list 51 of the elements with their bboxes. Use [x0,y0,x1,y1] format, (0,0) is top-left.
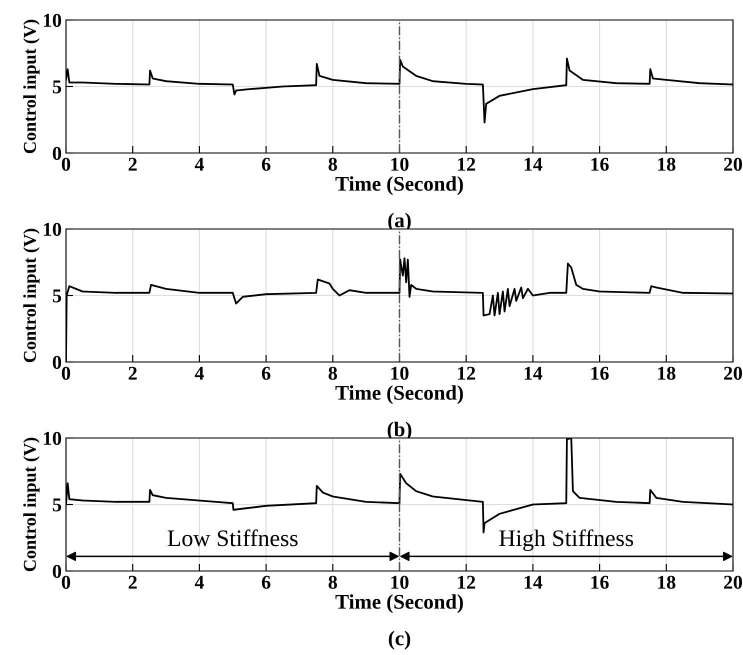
y-tick-label: 10 [44,14,62,27]
x-tick-label: 10 [391,366,408,380]
x-tick-label: 12 [458,576,476,589]
x-tick-label: 4 [194,158,204,171]
x-tick-label: 0 [62,366,70,380]
annotation: High Stiffness [499,529,634,552]
annotation: Low Stiffness [168,529,298,546]
x-tick-label: 16 [591,366,609,380]
x-tick-label: 6 [262,576,270,589]
x-tick-label: 0 [62,158,70,171]
y-tick-label: 0 [52,356,62,369]
text: (c) [388,630,410,650]
y-tick-label: 5 [52,80,62,94]
x-tick-label: 14 [524,576,542,589]
x-tick-label: 18 [658,576,676,589]
y-axis-title: Control input (V) [23,438,40,572]
x-tick-label: 8 [328,158,338,171]
x-tick-label: 20 [724,158,742,171]
x-tick-label: 14 [524,366,542,380]
y-tick-label: 10 [44,222,62,236]
x-tick-label: 2 [128,158,137,171]
x-tick-label: 8 [328,576,338,589]
x-tick-label: 20 [724,366,742,380]
y-tick-label: 0 [52,146,62,160]
x-axis-title: Time (Second) [335,385,463,404]
x-tick-label: 0 [62,576,70,589]
x-tick-label: 18 [658,158,676,171]
x-tick-label: 2 [128,576,137,589]
x-tick-label: 14 [524,158,542,171]
x-tick-label: 10 [391,158,408,171]
x-axis-title: Time (Second) [335,594,463,614]
x-tick-label: 16 [591,158,609,171]
y-tick-label: 5 [52,290,62,302]
x-tick-label: 2 [128,366,137,380]
x-tick-label: 12 [458,366,476,380]
x-tick-label: 10 [391,576,408,589]
y-axis-title: Control input (V) [23,228,40,362]
x-axis-title: Time (Second) [335,176,463,196]
x-tick-label: 6 [262,366,270,380]
x-tick-label: 18 [658,366,676,380]
y-tick-label: 0 [52,564,62,578]
y-axis-title: Control input (V) [23,20,40,154]
x-tick-label: 4 [194,576,204,589]
x-tick-label: 6 [262,158,270,171]
y-tick-label: 10 [44,432,62,445]
x-tick-label: 16 [591,576,609,589]
x-tick-label: 20 [724,576,742,589]
x-tick-label: 8 [328,366,338,380]
x-tick-label: 4 [194,366,204,380]
x-tick-label: 12 [458,158,476,171]
y-tick-label: 5 [52,498,62,512]
